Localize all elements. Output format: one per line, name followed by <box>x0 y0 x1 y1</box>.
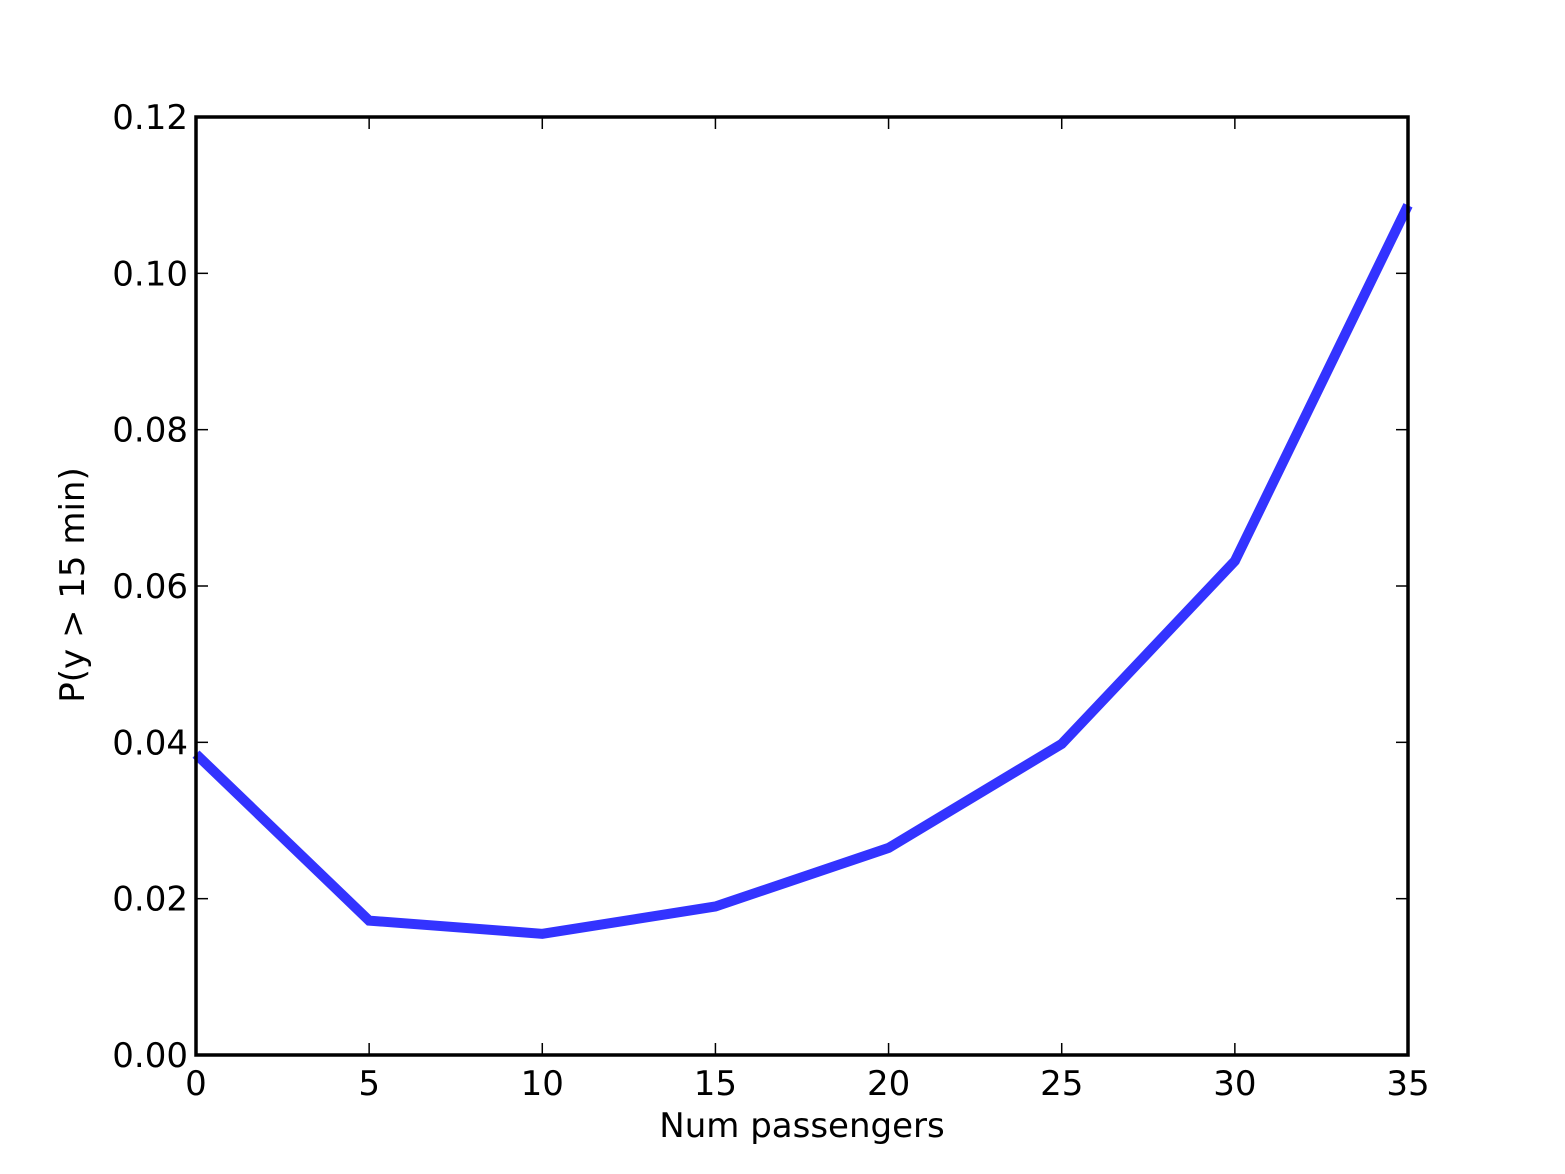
x-tick-label: 10 <box>521 1064 564 1104</box>
labels-layer: 0 5 10 15 20 25 30 35 0.00 0.02 0.04 0.06 0.08 0.10 0.… <box>112 98 1429 1104</box>
y-tick-label: 0.04 <box>112 723 188 763</box>
x-tick-label: 25 <box>1040 1064 1083 1104</box>
y-axis-label: P(y > 15 min) <box>53 467 93 702</box>
series-line <box>192 203 1413 939</box>
y-tick-label: 0.02 <box>112 880 188 920</box>
y-tick-label: 0.12 <box>112 98 188 138</box>
x-tick-label: 20 <box>867 1064 910 1104</box>
series-layer <box>192 203 1413 939</box>
x-tick-label: 30 <box>1213 1064 1256 1104</box>
ticks-layer <box>195 116 1409 1056</box>
x-axis-label: Num passengers <box>659 1106 944 1146</box>
y-tick-label: 0.08 <box>112 411 188 451</box>
y-tick-label: 0.00 <box>112 1036 188 1076</box>
plot-frame <box>194 115 1410 1057</box>
x-tick-label: 0 <box>185 1064 207 1104</box>
y-tick-label: 0.06 <box>112 567 188 607</box>
x-tick-label: 15 <box>694 1064 737 1104</box>
x-tick-label: 5 <box>358 1064 380 1104</box>
y-tick-label: 0.10 <box>112 254 188 294</box>
x-tick-label: 35 <box>1386 1064 1429 1104</box>
